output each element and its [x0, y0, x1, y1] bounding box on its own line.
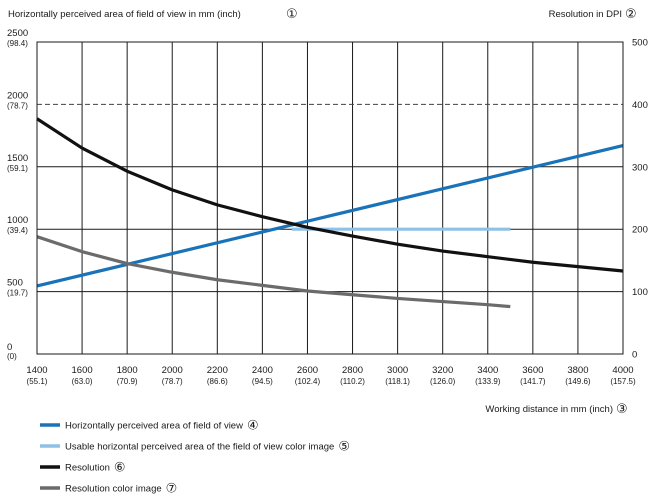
right-axis-marker: ②: [625, 6, 637, 21]
y-left-tick-label: 2500: [7, 28, 28, 39]
y-left-tick-sublabel: (78.7): [7, 101, 28, 110]
y-left-tick-sublabel: (19.7): [7, 289, 28, 298]
y-right-tick-label: 200: [632, 225, 648, 236]
plot-border: [36, 41, 624, 355]
x-tick-sublabel: (110.2): [340, 377, 365, 386]
x-tick-sublabel: (102.4): [295, 377, 321, 386]
left-axis-title: Horizontally perceived area of field of …: [8, 9, 241, 20]
legend-marker-3: ⑥: [114, 460, 126, 475]
x-tick-label: 2800: [342, 365, 363, 376]
legend: Horizontally perceived area of field of …: [40, 418, 350, 494]
x-tick-label: 2000: [162, 365, 183, 376]
x-tick-sublabel: (118.1): [385, 377, 410, 386]
legend-label-3: Resolution: [65, 463, 110, 474]
y-left-tick-label: 500: [7, 278, 23, 289]
x-tick-sublabel: (70.9): [117, 377, 138, 386]
x-tick-label: 1600: [72, 365, 93, 376]
y-left-tick-sublabel: (0): [7, 352, 17, 361]
x-tick-label: 2400: [252, 365, 273, 376]
x-tick-label: 3000: [387, 365, 408, 376]
series-line-4: [36, 235, 511, 309]
y-right-tick-label: 500: [632, 38, 648, 49]
y-right-tick-label: 300: [632, 162, 648, 173]
x-tick-sublabel: (149.6): [565, 377, 591, 386]
x-tick-sublabel: (86.6): [207, 377, 228, 386]
x-tick-label: 3800: [567, 365, 588, 376]
tick-labels: 1400(55.1)1600(63.0)1800(70.9)2000(78.7)…: [7, 28, 648, 386]
legend-marker-1: ④: [247, 418, 259, 433]
legend-label-1: Horizontally perceived area of field of …: [65, 421, 243, 432]
y-right-tick-label: 0: [632, 350, 637, 361]
y-left-tick-label: 0: [7, 342, 12, 353]
x-tick-sublabel: (133.9): [475, 377, 501, 386]
x-tick-label: 1800: [117, 365, 138, 376]
x-axis-title: Working distance in mm (inch): [485, 404, 613, 415]
x-tick-label: 4000: [612, 365, 633, 376]
x-tick-label: 3200: [432, 365, 453, 376]
y-left-tick-label: 2000: [7, 90, 28, 101]
legend-marker-4: ⑦: [166, 481, 178, 494]
x-tick-sublabel: (157.5): [610, 377, 636, 386]
x-tick-label: 2200: [207, 365, 228, 376]
right-axis-title: Resolution in DPI: [549, 9, 622, 20]
x-tick-sublabel: (141.7): [520, 377, 546, 386]
x-tick-label: 1400: [26, 365, 47, 376]
x-tick-label: 2600: [297, 365, 318, 376]
x-tick-sublabel: (78.7): [162, 377, 183, 386]
series-line-1: [36, 144, 624, 288]
left-axis-marker: ①: [286, 6, 298, 21]
x-tick-sublabel: (94.5): [252, 377, 273, 386]
series-line-3: [36, 117, 624, 273]
y-left-tick-sublabel: (98.4): [7, 39, 28, 48]
x-tick-label: 3600: [522, 365, 543, 376]
x-axis-marker: ③: [616, 401, 628, 416]
legend-label-4: Resolution color image: [65, 484, 162, 494]
y-right-tick-label: 400: [632, 100, 648, 111]
x-tick-label: 3400: [477, 365, 498, 376]
legend-label-2: Usable horizontal perceived area of the …: [65, 442, 334, 453]
y-left-tick-sublabel: (39.4): [7, 226, 28, 235]
y-left-tick-label: 1500: [7, 153, 28, 164]
grid: [36, 41, 624, 355]
x-tick-sublabel: (126.0): [430, 377, 456, 386]
y-left-tick-label: 1000: [7, 215, 28, 226]
series-layer: [36, 117, 624, 309]
x-tick-sublabel: (55.1): [27, 377, 48, 386]
x-tick-sublabel: (63.0): [72, 377, 93, 386]
y-right-tick-label: 100: [632, 287, 648, 298]
legend-marker-2: ⑤: [338, 439, 350, 454]
plot-frame: [36, 41, 624, 355]
y-left-tick-sublabel: (59.1): [7, 164, 28, 173]
